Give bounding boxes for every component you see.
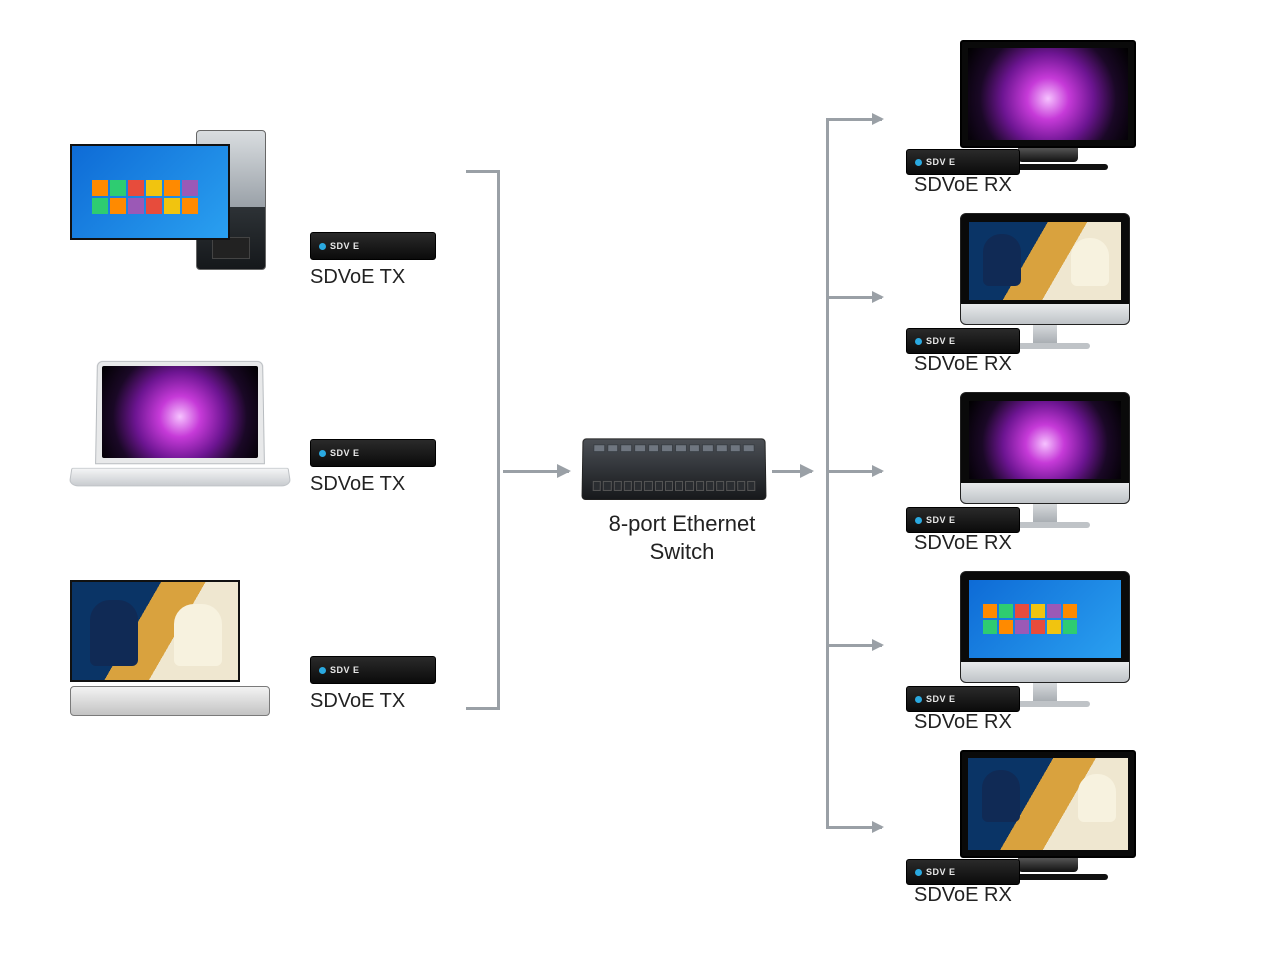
adapter-brand: SDV E (330, 448, 360, 458)
source-2 (70, 360, 290, 560)
adapter-brand: SDV E (926, 694, 956, 704)
ethernet-switch (582, 438, 767, 500)
sports-screen (968, 758, 1128, 850)
tx-label-2: SDVoE TX (310, 473, 450, 496)
tx-column: SDV E SDVoE TX SDV E SDVoE TX SDV E SDVo… (310, 232, 450, 713)
adapter-led-icon (915, 159, 922, 166)
adapter-brand: SDV E (926, 867, 956, 877)
destination-3: SDV E SDVoE RX (960, 392, 1220, 555)
windows-screen (70, 144, 230, 240)
sdvoe-tx-box: SDV E (310, 656, 436, 684)
source-1 (70, 130, 290, 320)
adapter-led-icon (319, 450, 326, 457)
source-3 (70, 580, 290, 780)
adapter-led-icon (319, 667, 326, 674)
adapter-brand: SDV E (330, 241, 360, 251)
rx-label-1: SDVoE RX (914, 174, 1220, 197)
destination-4: SDV E SDVoE RX (960, 571, 1220, 734)
purple-screen (102, 366, 258, 458)
sports-screen (70, 580, 240, 682)
sdvoe-rx-box: SDV E (906, 328, 1020, 354)
destinations-column: SDV E SDVoE RX SDV E SDVoE RX (960, 40, 1220, 907)
fork-arrow-1 (826, 118, 882, 121)
purple-screen (968, 48, 1128, 140)
adapter-led-icon (915, 869, 922, 876)
rx-label-3: SDVoE RX (914, 532, 1220, 555)
media-player (70, 686, 270, 716)
destination-5: SDV E SDVoE RX (960, 750, 1220, 907)
fork-arrow-3 (826, 470, 882, 473)
rx-label-2: SDVoE RX (914, 353, 1220, 376)
desktop-pc (70, 130, 290, 270)
sdvoe-rx-box: SDV E (906, 149, 1020, 175)
sdvoe-tx-box: SDV E (310, 232, 436, 260)
fork-arrow-2 (826, 296, 882, 299)
sdvoe-tx-box: SDV E (310, 439, 436, 467)
arrow-switch-to-destinations (772, 470, 812, 473)
adapter-led-icon (915, 696, 922, 703)
fork-arrow-5 (826, 826, 882, 829)
adapter-brand: SDV E (926, 157, 956, 167)
purple-screen (969, 401, 1121, 479)
arrow-sources-to-switch (503, 470, 569, 473)
destination-1: SDV E SDVoE RX (960, 40, 1220, 197)
adapter-brand: SDV E (330, 665, 360, 675)
adapter-brand: SDV E (926, 336, 956, 346)
sdvoe-rx-box: SDV E (906, 507, 1020, 533)
rx-label-4: SDVoE RX (914, 711, 1220, 734)
adapter-led-icon (915, 338, 922, 345)
sources-column (70, 130, 290, 780)
adapter-led-icon (319, 243, 326, 250)
fork-arrow-4 (826, 644, 882, 647)
right-fork-spine (826, 118, 829, 828)
rx-label-5: SDVoE RX (914, 884, 1220, 907)
windows-screen (969, 580, 1121, 658)
sports-screen (969, 222, 1121, 300)
destination-2: SDV E SDVoE RX (960, 213, 1220, 376)
left-bracket (466, 170, 500, 710)
switch-label-line1: 8-port Ethernet (609, 511, 756, 536)
switch-label-line2: Switch (650, 539, 715, 564)
adapter-brand: SDV E (926, 515, 956, 525)
center-switch: 8-port Ethernet Switch (582, 438, 782, 565)
adapter-led-icon (915, 517, 922, 524)
tx-label-1: SDVoE TX (310, 266, 450, 289)
sdvoe-rx-box: SDV E (906, 686, 1020, 712)
tx-label-3: SDVoE TX (310, 690, 450, 713)
laptop (70, 360, 290, 490)
sdvoe-rx-box: SDV E (906, 859, 1020, 885)
